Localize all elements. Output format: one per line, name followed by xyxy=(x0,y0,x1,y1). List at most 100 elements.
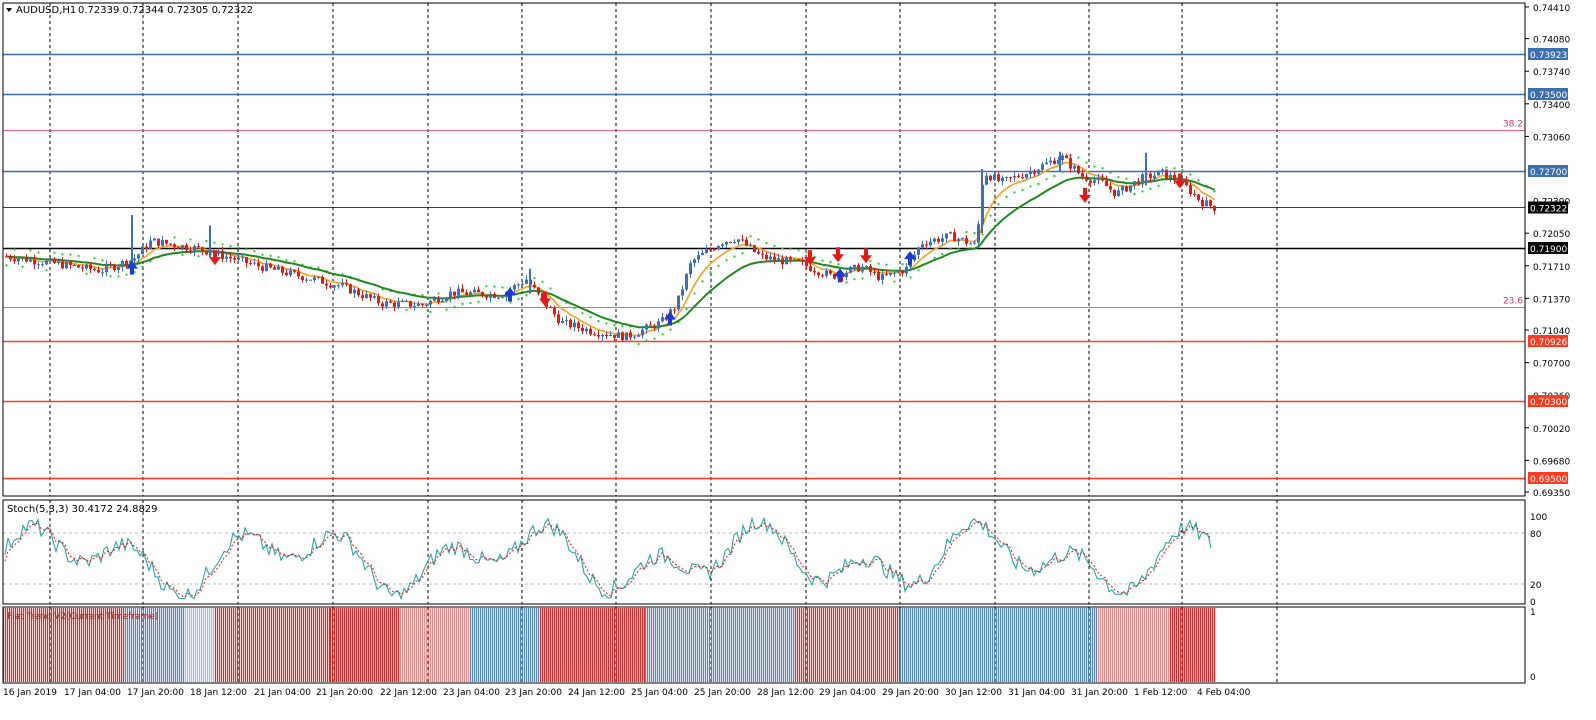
sar-dot xyxy=(69,253,72,256)
candle-body xyxy=(1105,180,1108,187)
sar-dot xyxy=(997,203,1000,206)
symbol-timeframe: AUDUSD,H1 xyxy=(16,5,76,16)
candle-body xyxy=(829,270,832,274)
candle-body xyxy=(1133,181,1136,186)
sar-dot xyxy=(173,236,176,239)
candle-body xyxy=(997,174,1000,181)
sar-dot xyxy=(877,262,880,265)
sar-dot xyxy=(725,259,728,262)
candle-body xyxy=(1137,181,1140,185)
candle-body xyxy=(881,274,884,280)
candle-body xyxy=(297,271,300,277)
candle-body xyxy=(105,264,108,273)
candle-body xyxy=(873,271,876,273)
candle-body xyxy=(189,250,192,252)
chart-menu-triangle-icon[interactable] xyxy=(6,8,12,12)
candle-body xyxy=(1097,177,1100,181)
time-axis-label: 28 Jan 12:00 xyxy=(757,688,814,698)
candle-body xyxy=(1081,173,1084,177)
candle-body xyxy=(181,245,184,249)
candle-body xyxy=(477,289,480,293)
candle-body xyxy=(305,279,308,281)
candle-body xyxy=(37,264,40,266)
candle-body xyxy=(165,239,168,244)
candle-body xyxy=(493,293,496,298)
candle-body xyxy=(1185,179,1188,186)
candle-body xyxy=(69,261,72,265)
candle-body xyxy=(301,276,304,281)
candle-body xyxy=(685,274,688,290)
candle-body xyxy=(317,276,320,278)
candle-body xyxy=(549,306,552,308)
sar-dot xyxy=(1053,174,1056,178)
sar-dot xyxy=(477,300,480,303)
candle-body xyxy=(405,301,408,303)
sar-dot xyxy=(261,253,264,256)
chart-header: AUDUSD,H1 0.72339 0.72344 0.72305 0.7232… xyxy=(6,5,253,16)
candle-body xyxy=(793,259,796,261)
price-tick-label: 0.73400 xyxy=(1533,101,1570,111)
candle-body xyxy=(393,302,396,307)
price-tick-label: 0.69680 xyxy=(1533,457,1570,467)
candle-body xyxy=(693,259,696,264)
candle-body xyxy=(985,175,988,185)
price-tick-label: 0.69350 xyxy=(1533,489,1570,499)
sar-dot xyxy=(861,277,864,280)
sar-dot xyxy=(933,256,936,259)
sar-dot xyxy=(461,302,464,306)
candle-body xyxy=(649,324,652,326)
sar-dot xyxy=(973,231,976,235)
candle-body xyxy=(153,238,156,241)
sell-arrow-icon xyxy=(1174,173,1186,189)
candle-body xyxy=(717,246,720,250)
candle-body xyxy=(277,266,280,270)
sar-dot xyxy=(1101,167,1104,170)
time-axis-label: 31 Jan 04:00 xyxy=(1008,688,1065,698)
sell-arrow-icon xyxy=(539,291,551,307)
sar-dot xyxy=(1181,168,1184,172)
candle-body xyxy=(993,174,996,181)
candle-body xyxy=(689,263,692,275)
candle-body xyxy=(1173,174,1176,181)
candle-body xyxy=(345,283,348,285)
candle-body xyxy=(537,287,540,294)
candle-body xyxy=(193,246,196,252)
candle-body xyxy=(273,267,276,270)
time-axis-label: 1 Feb 12:00 xyxy=(1134,688,1188,698)
sar-dot xyxy=(789,248,792,251)
candle-body xyxy=(541,293,544,299)
candle-body xyxy=(169,243,172,245)
panel-frame xyxy=(2,2,1526,497)
buy-arrow-icon xyxy=(126,260,138,275)
candle-body xyxy=(497,297,500,299)
candle-body xyxy=(473,289,476,293)
candle-body xyxy=(921,244,924,248)
sar-dot xyxy=(445,308,448,311)
sar-dot xyxy=(237,246,240,249)
sar-dot xyxy=(965,230,968,234)
stoch-title: Stoch(5,3,3) 30.4172 24.8829 xyxy=(7,504,158,515)
candle-body xyxy=(777,258,780,261)
candle-body xyxy=(257,262,260,267)
candle-body xyxy=(817,272,820,276)
candle-body xyxy=(1093,180,1096,183)
candle-body xyxy=(937,238,940,242)
sar-dot xyxy=(1141,190,1144,193)
candle-body xyxy=(381,303,384,307)
candle-body xyxy=(1101,177,1104,181)
candle-body xyxy=(625,332,628,341)
time-axis-label: 29 Jan 20:00 xyxy=(882,688,939,698)
candle-body xyxy=(1121,186,1124,191)
sar-dot xyxy=(701,280,704,283)
candle-body xyxy=(825,270,828,276)
candle-body xyxy=(269,263,272,268)
candle-body xyxy=(897,271,900,273)
trend-scale-label: 0 xyxy=(1530,673,1536,683)
candle-body xyxy=(253,262,256,264)
sar-dot xyxy=(509,301,512,304)
candle-body xyxy=(289,270,292,276)
candle-body xyxy=(713,249,716,251)
candle-body xyxy=(57,261,60,263)
